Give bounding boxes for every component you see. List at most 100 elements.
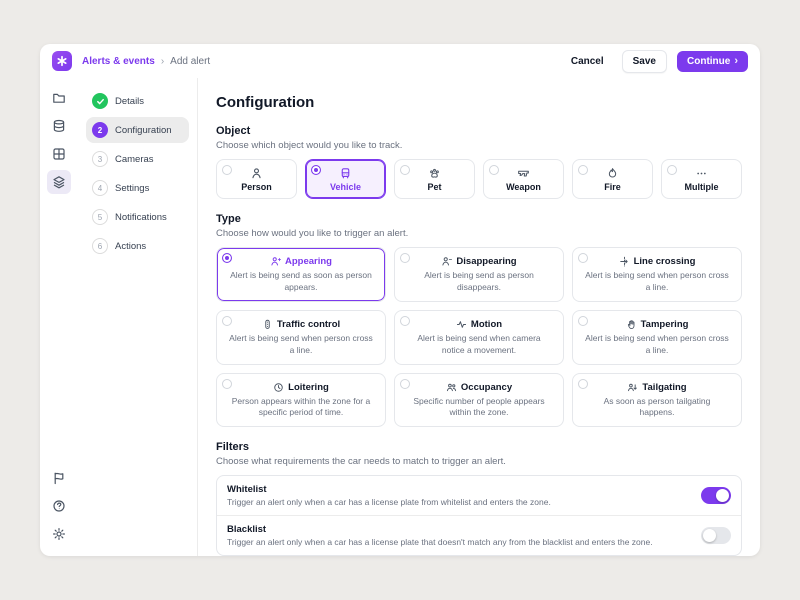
object-option-fire[interactable]: Fire [572, 159, 653, 199]
radio-button[interactable] [222, 165, 232, 175]
radio-button[interactable] [400, 165, 410, 175]
radio-button[interactable] [489, 165, 499, 175]
step-label: Notifications [115, 211, 167, 223]
type-option-loitering[interactable]: Loitering Person appears within the zone… [216, 372, 386, 428]
type-option-label: Traffic control [276, 318, 341, 330]
rail-item-folder[interactable] [47, 86, 71, 110]
object-option-label: Weapon [506, 182, 541, 192]
radio-button[interactable] [222, 253, 232, 263]
radio-button[interactable] [578, 315, 588, 326]
type-option-desc: Alert is being send as soon as person ap… [230, 270, 372, 292]
type-option-desc: Alert is being send as person disappears… [424, 270, 534, 292]
radio-button[interactable] [222, 315, 232, 326]
type-option-desc: Specific number of people appears within… [413, 395, 545, 418]
type-option-appearing[interactable]: Appearing Alert is being send as soon as… [216, 247, 386, 302]
step-actions[interactable]: 6 Actions [86, 233, 189, 259]
save-button[interactable]: Save [621, 49, 667, 73]
step-number: 2 [92, 122, 108, 138]
object-option-pet[interactable]: Pet [394, 159, 475, 199]
continue-button[interactable]: Continue › [677, 50, 748, 72]
step-notifications[interactable]: 5 Notifications [86, 204, 189, 230]
vehicle-icon [339, 167, 352, 180]
object-options: Person Vehicle [216, 159, 742, 199]
type-option-tampering[interactable]: Tampering Alert is being send when perso… [572, 309, 742, 365]
icon-rail [40, 78, 78, 556]
step-label: Details [115, 95, 145, 107]
filters-list: Whitelist Trigger an alert only when a c… [216, 475, 742, 556]
type-option-desc: Alert is being send when person cross a … [585, 270, 729, 292]
traffic-light-icon [262, 319, 273, 330]
blacklist-toggle[interactable] [701, 527, 731, 545]
type-section-subtitle: Choose how would you like to trigger an … [216, 228, 409, 239]
line-crossing-icon [619, 256, 630, 267]
type-option-line-crossing[interactable]: Line crossing Alert is being send when p… [572, 247, 742, 302]
disappearing-icon [441, 256, 453, 267]
fire-icon [606, 167, 619, 180]
rail-item-database[interactable] [47, 114, 71, 138]
type-section-title: Type [216, 213, 241, 225]
type-option-occupancy[interactable]: Occupancy Specific number of people appe… [394, 372, 564, 428]
radio-button[interactable] [578, 165, 588, 175]
whitelist-toggle[interactable] [701, 487, 731, 505]
filters-section-subtitle: Choose what requirements the car needs t… [216, 456, 506, 468]
object-option-vehicle[interactable]: Vehicle [305, 159, 386, 199]
step-number: 6 [92, 238, 108, 254]
type-option-label: Tampering [640, 318, 689, 330]
object-option-multiple[interactable]: Multiple [661, 159, 742, 199]
app-logo[interactable] [52, 51, 72, 71]
type-option-label: Tailgating [642, 381, 687, 393]
tailgating-icon [627, 382, 638, 393]
step-cameras[interactable]: 3 Cameras [86, 146, 189, 172]
motion-icon [456, 319, 467, 330]
cancel-button[interactable]: Cancel [570, 55, 604, 67]
multiple-dots-icon [695, 167, 708, 180]
appearing-icon [270, 256, 281, 267]
filter-desc: Trigger an alert only when a car has a l… [227, 497, 551, 508]
type-option-label: Appearing [285, 256, 332, 267]
radio-button[interactable] [311, 165, 321, 175]
object-option-weapon[interactable]: Weapon [483, 159, 564, 199]
radio-button[interactable] [578, 378, 588, 389]
step-configuration[interactable]: 2 Configuration [86, 117, 189, 143]
type-option-motion[interactable]: Motion Alert is being send when camera n… [394, 309, 564, 365]
radio-button[interactable] [400, 315, 410, 326]
breadcrumb-alerts-events[interactable]: Alerts & events [82, 55, 155, 67]
step-label: Settings [115, 182, 150, 194]
type-option-disappearing[interactable]: Disappearing Alert is being send as pers… [394, 247, 564, 302]
type-option-label: Occupancy [460, 381, 513, 393]
rail-item-grid[interactable] [47, 142, 71, 166]
wizard-steps: Details 2 Configuration 3 Cameras 4 Sett… [78, 78, 198, 556]
person-icon [250, 167, 263, 180]
breadcrumb-separator: › [160, 55, 165, 67]
radio-button[interactable] [578, 253, 588, 263]
top-bar: Alerts & events › Add alert Cancel Save … [40, 44, 760, 78]
tampering-icon [626, 319, 637, 330]
object-section-title: Object [216, 125, 251, 137]
rail-item-layers[interactable] [47, 170, 71, 194]
type-option-tailgating[interactable]: Tailgating As soon as person tailgating … [572, 372, 742, 428]
breadcrumb-current: Add alert [170, 55, 211, 67]
continue-button-label: Continue [687, 55, 731, 67]
type-option-traffic-control[interactable]: Traffic control Alert is being send when… [216, 309, 386, 365]
filter-label: Blacklist [227, 524, 267, 536]
rail-item-settings[interactable] [47, 522, 71, 546]
radio-button[interactable] [667, 165, 677, 175]
app-window: Alerts & events › Add alert Cancel Save … [40, 44, 760, 556]
radio-button[interactable] [400, 378, 410, 389]
rail-item-feedback[interactable] [47, 466, 71, 490]
radio-button[interactable] [400, 253, 410, 263]
step-settings[interactable]: 4 Settings [86, 175, 189, 201]
radio-button[interactable] [222, 378, 232, 389]
object-option-person[interactable]: Person [216, 159, 297, 199]
object-option-label: Person [241, 182, 272, 192]
step-number: 4 [92, 180, 108, 196]
type-option-desc: Alert is being send when person cross a … [229, 332, 373, 355]
step-details[interactable]: Details [86, 88, 189, 114]
object-option-label: Multiple [684, 182, 719, 192]
rail-item-help[interactable] [47, 494, 71, 518]
feedback-flag-icon [52, 471, 66, 485]
occupancy-icon [446, 382, 457, 393]
filter-label: Whitelist [227, 484, 267, 496]
database-icon [52, 119, 66, 133]
asterisk-icon [56, 55, 68, 67]
